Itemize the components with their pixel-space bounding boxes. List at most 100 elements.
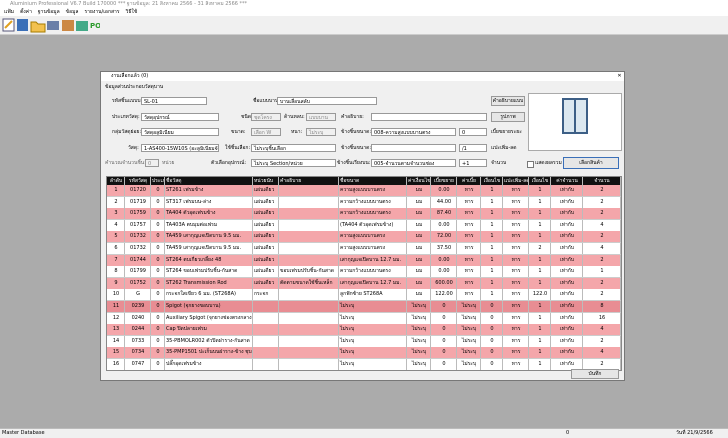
icon-print[interactable] [47, 21, 59, 30]
icon-calc[interactable] [76, 21, 88, 31]
menu-item[interactable]: รายงาน/เอกสาร [84, 9, 120, 15]
table-row[interactable]: 12 0240 0 Auxiliary Spigot (จุกยางช่องตรงกล… [107, 312, 621, 325]
cell: TA459 เสากุญแจเปิดบาน 9.5 มม. [165, 243, 253, 254]
menu-item[interactable]: วิธีใช้ [125, 9, 138, 15]
column-header: หน่วยนับ [253, 177, 279, 185]
column-header: รหัสวัสดุ [125, 177, 151, 185]
size-select[interactable]: เลือก W [251, 128, 281, 136]
use-select[interactable]: ไม่ระบุชิ้นเลือก [251, 144, 336, 152]
cell: 0 [151, 208, 165, 220]
thick-select[interactable]: ไม่ระบุ [306, 128, 336, 136]
cell: 0 [481, 301, 503, 312]
label: ข้างชิ้นเรียงบน: [337, 160, 371, 166]
name-input[interactable]: บานเลื่อนสลับ [277, 97, 377, 105]
select-button[interactable]: เลือกสินค้า [563, 157, 619, 169]
column-header: ค่าจำนวน [551, 177, 583, 185]
table-row[interactable]: 14 0733 0 35-PBMOLR002 ตัวปิดฝาราง-กันสาด ไม… [107, 335, 621, 348]
table-row[interactable]: 1 01720 0 ST261 เฟรมข้าง แผ่นเดียว ความสูงแบบ… [107, 185, 621, 197]
table-row[interactable]: 16 0747 0 ปลั๊กอุดเฟรมข้าง ไม่ระบุ ไม่ระบุ 0 ไม… [107, 359, 621, 370]
table-row[interactable]: 6 01732 0 TA459 เสากุญแจเปิดบาน 9.5 มม. แผ่น… [107, 243, 621, 255]
cell: เสากุญแจเปิดบาน 12.7 มม. [339, 254, 407, 266]
cell: ไม่ระบุ [407, 359, 431, 370]
desc-input[interactable] [371, 113, 487, 121]
label: วัสดุ: [128, 145, 139, 151]
cell: 122.0 [529, 289, 551, 301]
cell: ความสูงแบบบานตรง [339, 231, 407, 243]
cell: แผ่นเดียว [253, 254, 279, 266]
table-row[interactable]: 15 0734 0 35-PMP1501 ปะเก็นบนฝาราง-ข้าง ชุบ… [107, 347, 621, 360]
label: แปะเพิ่ม-ลด [491, 145, 517, 151]
save-button[interactable]: บันทึก [571, 369, 619, 379]
window-pane [576, 100, 586, 132]
cell: 01757 [125, 219, 151, 231]
mat-select[interactable]: 1-AS400-15W10S (อะลูมิเนียมจัดสี) [141, 144, 219, 152]
pos-label[interactable]: POS [90, 22, 106, 30]
cnt-select[interactable]: 005-จำนวนตามจำนวนช่อง [371, 159, 456, 167]
menu-item[interactable]: แฟ้ม [4, 9, 15, 15]
plus-value[interactable]: +1 [459, 159, 487, 167]
desc-button[interactable]: คำอธิบายแบบ [491, 96, 525, 106]
group-select[interactable]: วัสดุอลูมิเนียม [141, 128, 219, 136]
column-header: ลำดับ [107, 177, 125, 185]
menu-item[interactable]: ข้อมูล [65, 9, 79, 15]
type-select[interactable]: วัสดุอุปกรณ์ [141, 113, 219, 121]
menu-item[interactable]: ตั้งค่า [20, 9, 32, 15]
table-row[interactable]: 9 01752 0 ST262 Transmission Rod แผ่นเดียว ตั… [107, 277, 621, 290]
kind-select[interactable]: ชุดโครง [251, 113, 281, 121]
cell: 0 [481, 335, 503, 347]
cell: 16 [583, 312, 621, 324]
calc-input[interactable]: 0 [145, 159, 159, 167]
cell: 1 [529, 301, 551, 312]
table-row[interactable]: 5 01732 0 TA459 เสากุญแจเปิดบาน 9.5 มม. แผ่น… [107, 231, 621, 244]
cell: 01799 [125, 266, 151, 278]
table-row[interactable]: 8 01799 0 ST264 ขอบเฟรมปรับชิ้น-กันสาด แผ่นเ… [107, 266, 621, 279]
icon-book[interactable] [62, 20, 74, 31]
table-row[interactable]: 4 01757 0 TA403A ตบมุมต่อเฟรม แผ่นเดียว (TA40… [107, 219, 621, 232]
cell: หาร [457, 219, 481, 231]
cell: 0240 [125, 312, 151, 324]
div-value[interactable]: /1 [459, 144, 487, 152]
cell: หาร [503, 196, 529, 208]
material-table: ลำดับรหัสวัสดุประเภทชื่อวัสดุหน่วยนับคำอ… [106, 176, 622, 371]
cell: 0 [431, 312, 457, 324]
icon-open[interactable] [30, 21, 46, 33]
table-row[interactable]: 7 01744 0 ST264 ตบเกี่ยวเกลี้ยง 48 แผ่นเดียว… [107, 254, 621, 267]
table-row[interactable]: 3 01759 0 TA404 ตัวอุดเฟรมข้าง แผ่นเดียว ความ… [107, 208, 621, 221]
cell: หาร [503, 289, 529, 301]
icon-pencil [4, 20, 13, 29]
table-row[interactable]: 2 01719 0 ST317 เฟรมบน-ล่าง แผ่นเดียว ความกว้… [107, 196, 621, 209]
cell: มม [407, 254, 431, 266]
cell: 7 [107, 254, 125, 266]
cell: 01732 [125, 231, 151, 243]
icon-save[interactable] [17, 19, 28, 31]
table-row[interactable]: 13 0244 0 Cap ปิดปลายเฟรม ไม่ระบุ ไม่ระบุ 0 ไม่… [107, 324, 621, 337]
cell [253, 301, 279, 312]
cell: ST317 เฟรมบน-ล่าง [165, 196, 253, 208]
cell [279, 301, 339, 312]
cell: 2 [107, 196, 125, 208]
label: เบี้ยขยายระยะ [491, 129, 522, 135]
cell: เสากุญแจเปิดบาน 12.7 มม. [339, 277, 407, 289]
code-input[interactable]: SL-01 [141, 97, 207, 105]
dim-select[interactable]: 008-ความสูงแบบบานตรง [371, 128, 456, 136]
side-select[interactable]: แบบบาน [306, 113, 336, 121]
cell: 1 [481, 185, 503, 196]
cell: ST262 Transmission Rod [165, 277, 253, 289]
cell: 1 [107, 185, 125, 196]
close-button[interactable]: ✕ [617, 73, 622, 79]
image-button[interactable]: รูปภาพ [491, 112, 525, 122]
sum-checkbox[interactable] [527, 161, 534, 168]
cell: 1 [583, 266, 621, 278]
table-row[interactable]: 10 G 0 กระจกใสเขียว 6 มม. (ST268A) กระจก ลูกฟ… [107, 289, 621, 302]
cell: 0 [151, 335, 165, 347]
image-preview [528, 93, 622, 151]
dim-value[interactable]: 0 [459, 128, 487, 136]
cell [279, 185, 339, 196]
dim2-select[interactable] [371, 144, 456, 152]
cell: 0 [151, 359, 165, 370]
opt-select[interactable]: ไม่ระบุ Section/หน่วย [251, 159, 336, 167]
table-row[interactable]: 11 0239 0 Spigot (จุกยางขอบบาน) ไม่ระบุ ไม่ระ… [107, 301, 621, 313]
menu-item[interactable]: ฐานข้อมูล [37, 9, 60, 15]
column-header: คำอธิบาย [279, 177, 339, 185]
